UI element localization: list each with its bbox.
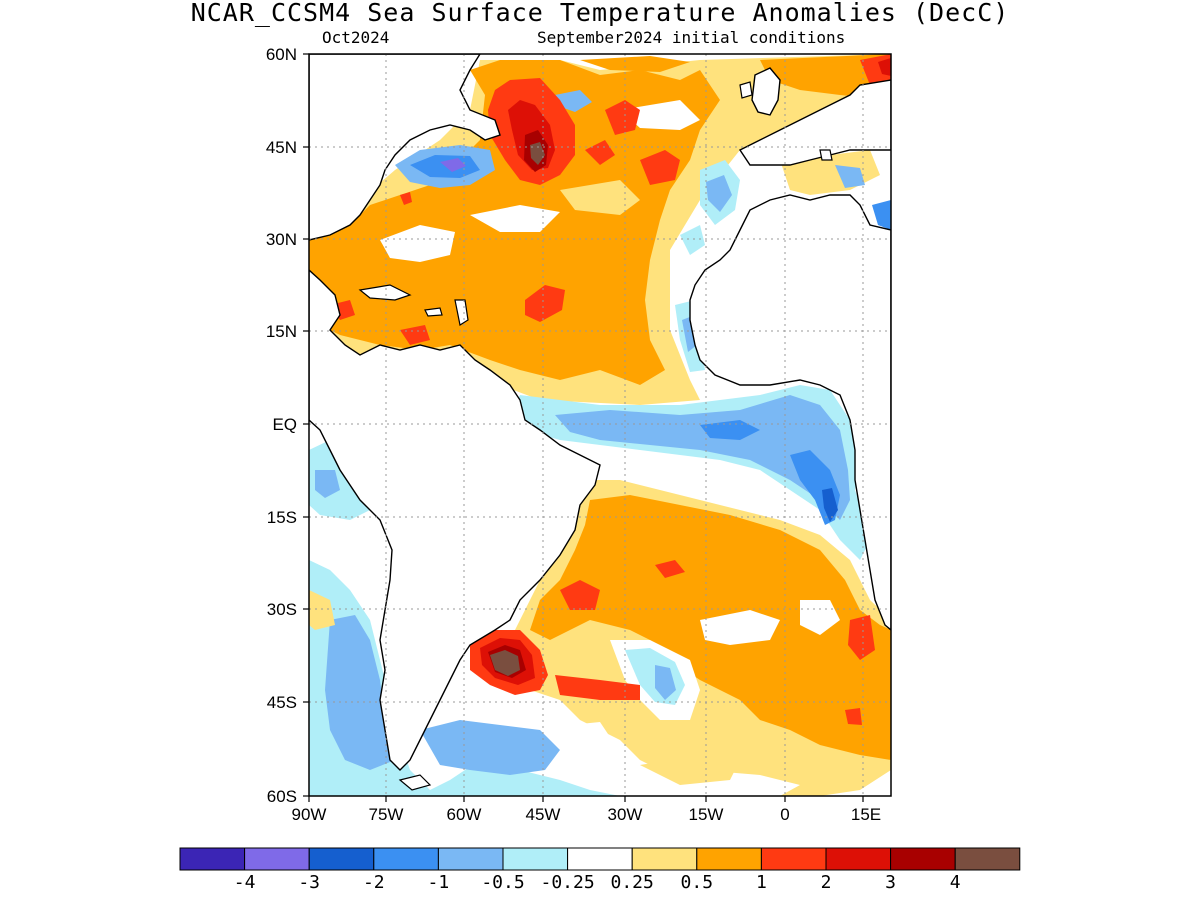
lat-label: 15S	[267, 508, 297, 527]
colorbar-tick-label: 0.5	[680, 872, 714, 893]
lat-label: 60N	[266, 45, 297, 64]
colorbar-swatch	[308, 847, 375, 871]
lon-label: 0	[780, 805, 789, 824]
caribbean-islands	[358, 284, 412, 301]
lat-label: 45S	[267, 693, 297, 712]
initial-conditions-label: September2024 initial conditions	[537, 28, 846, 47]
lon-label: 15W	[689, 805, 724, 824]
map-ticks	[303, 53, 864, 802]
map-gridlines	[309, 54, 891, 796]
colorbar-tick-label: 4	[949, 872, 961, 893]
colorbar-swatch	[437, 847, 504, 871]
lon-label: 15E	[851, 805, 881, 824]
lat-label: 15N	[266, 322, 297, 341]
central-america-land	[309, 269, 601, 771]
forecast-month-label: Oct2024	[322, 28, 390, 47]
map-title: NCAR_CCSM4 Sea Surface Temperature Anoma…	[190, 0, 1010, 27]
anomaly-field	[309, 54, 891, 796]
colorbar-swatch	[373, 847, 439, 871]
lon-label: 30W	[608, 805, 643, 824]
colorbar-swatch	[567, 847, 633, 871]
colorbar-tick-label: 3	[885, 872, 897, 893]
na-neutral-patch	[380, 225, 455, 262]
colorbar-swatch	[179, 847, 246, 871]
colorbar-swatch	[760, 847, 827, 871]
lon-label: 60W	[447, 805, 482, 824]
colorbar-swatch	[890, 847, 956, 871]
colorbar-legend	[179, 847, 1021, 871]
colorbar-swatch	[696, 847, 762, 871]
colorbar-swatch	[502, 847, 569, 871]
colorbar-tick-label: 1	[755, 872, 767, 893]
colorbar-tick-label: -1	[427, 872, 450, 893]
colorbar-tick-label: -4	[233, 872, 256, 893]
colorbar-swatch	[825, 847, 892, 871]
colorbar-tick-label: 0.25	[610, 872, 654, 893]
north-america-land	[309, 54, 501, 241]
colorbar-tick-label: -2	[362, 872, 385, 893]
colorbar-tick-label: -3	[298, 872, 321, 893]
colorbar-swatch	[631, 847, 698, 871]
colorbar-swatch	[244, 847, 310, 871]
colorbar-tick-label: -0.25	[540, 872, 595, 893]
lat-label: 60S	[267, 787, 297, 806]
lat-label: 30S	[267, 600, 297, 619]
africa-europe-land	[689, 194, 891, 631]
map-frame	[308, 53, 892, 797]
lat-label: 30N	[266, 230, 297, 249]
lat-label: EQ	[272, 415, 297, 434]
uk-land	[751, 67, 781, 116]
colorbar-tick-label: -0.5	[481, 872, 525, 893]
colorbar-tick-label: 2	[820, 872, 832, 893]
lon-label: 45W	[526, 805, 561, 824]
colorbar-swatch	[954, 847, 1021, 871]
lon-label: 75W	[369, 805, 404, 824]
lon-label: 90W	[292, 805, 327, 824]
lat-label: 45N	[266, 138, 297, 157]
